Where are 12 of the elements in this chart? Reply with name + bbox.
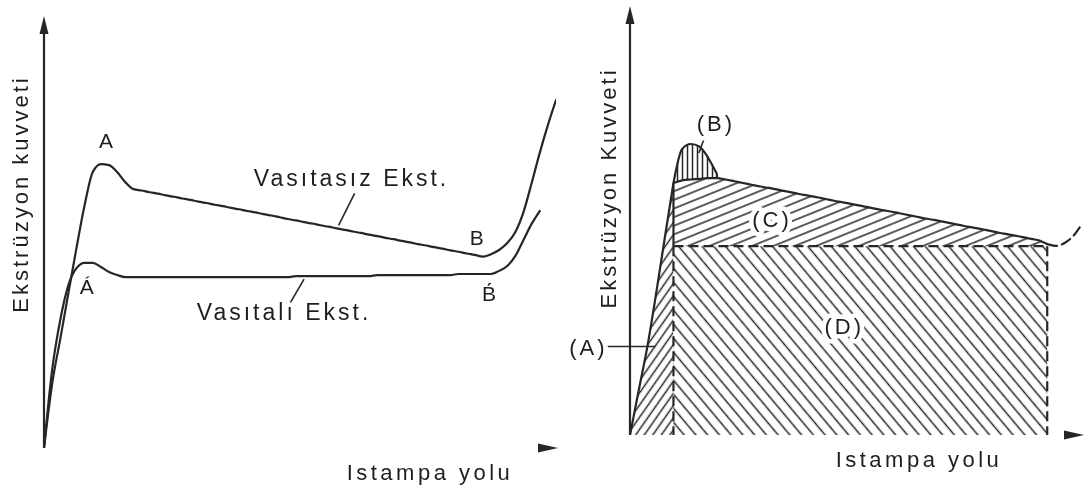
series-label: (B) (696, 110, 736, 136)
x-axis-title: Istampa yolu (346, 459, 514, 485)
legend-label: (A) (569, 334, 608, 360)
annotation: B (469, 225, 484, 249)
legend-label: Vasıtalı Ekst. (196, 299, 372, 326)
y-axis-title: Ekstrüzyon kuvveti (7, 75, 33, 313)
annotation: B́ (481, 281, 496, 305)
series-label: Vasıtasız Ekst. (253, 165, 450, 192)
x-axis-title: Istampa yolu (835, 446, 1003, 472)
annotation: Á (79, 274, 94, 298)
y-axis-title: Ekstrüzyon Kuvveti (595, 67, 621, 309)
annotation: A (98, 128, 113, 152)
